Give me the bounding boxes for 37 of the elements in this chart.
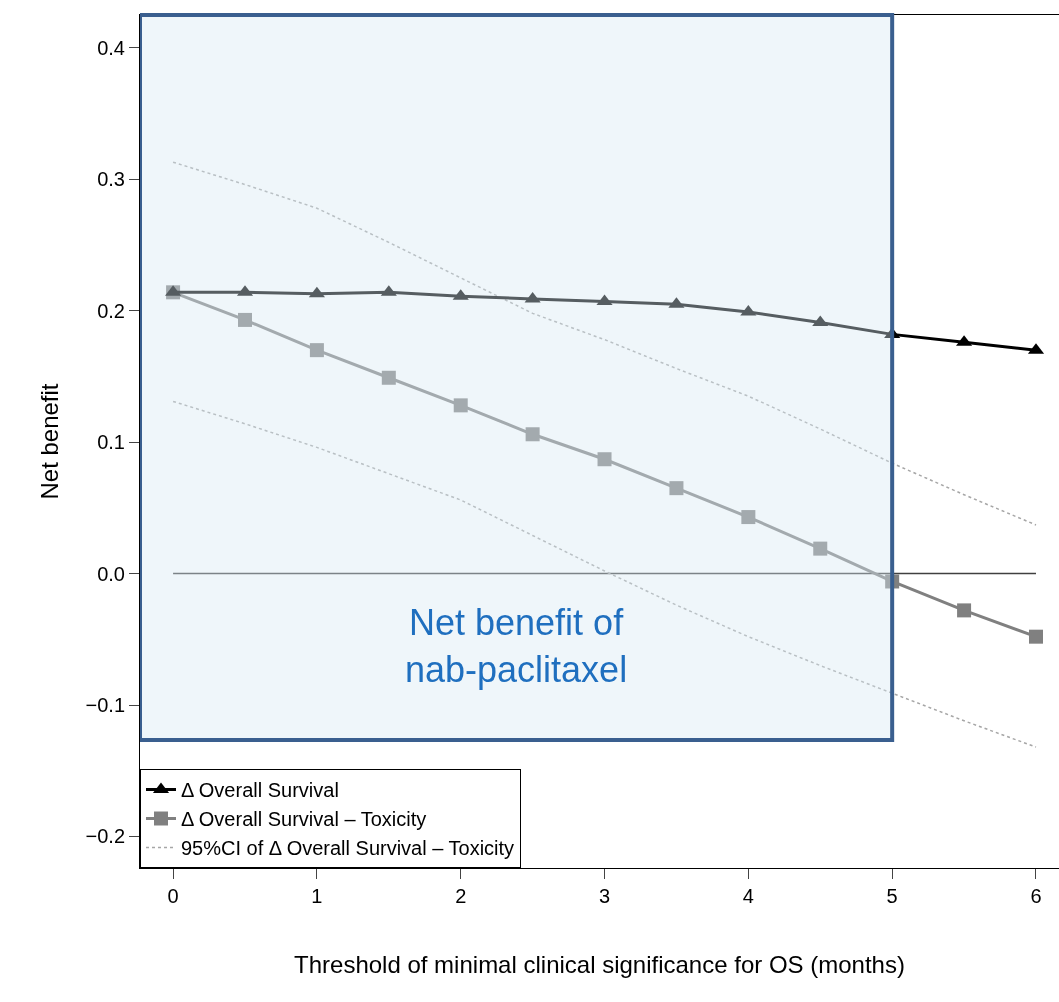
x-tick-label: 1	[311, 885, 323, 907]
x-tick-label: 3	[598, 885, 611, 907]
y-tick-label: 0.3	[97, 168, 125, 191]
y-axis-title: Net benefit	[35, 383, 63, 500]
line-series	[172, 400, 1037, 748]
x-axis-title: Threshold of minimal clinical significance for OS (months)	[294, 951, 905, 979]
y-tick-label: −0.1	[85, 694, 125, 717]
x-tick-label: 6	[1030, 885, 1042, 907]
point	[309, 343, 324, 358]
x-tick-label: 2	[455, 885, 467, 907]
point	[453, 398, 468, 413]
x-tick-label: 5	[886, 885, 898, 907]
legend-label: 95%CI of Δ Overall Survival – Toxicity	[181, 837, 515, 860]
y-tick-label: 0.1	[97, 431, 125, 454]
line-series	[172, 161, 1037, 526]
y-tick-label: −0.2	[85, 825, 125, 848]
point	[812, 315, 829, 327]
point	[597, 452, 612, 467]
point	[669, 481, 684, 496]
point	[381, 370, 396, 385]
point	[741, 510, 756, 525]
point	[524, 291, 541, 303]
y-tick-label: 0.4	[97, 36, 125, 59]
y-tick-label: 0.0	[97, 562, 125, 585]
point	[957, 603, 972, 618]
point	[308, 286, 325, 298]
point	[813, 541, 828, 556]
point	[237, 312, 252, 327]
point	[525, 427, 540, 442]
point	[1028, 629, 1043, 644]
point	[596, 294, 613, 306]
x-tick-label: 4	[742, 885, 754, 907]
y-tick-label: 0.2	[97, 299, 125, 322]
band-label: Net benefit of nab-paclitaxel	[405, 602, 628, 690]
legend-label: Δ Overall Survival – Toxicity	[181, 808, 427, 831]
x-tick-label: 0	[167, 885, 179, 907]
legend-label: Δ Overall Survival	[181, 779, 339, 802]
